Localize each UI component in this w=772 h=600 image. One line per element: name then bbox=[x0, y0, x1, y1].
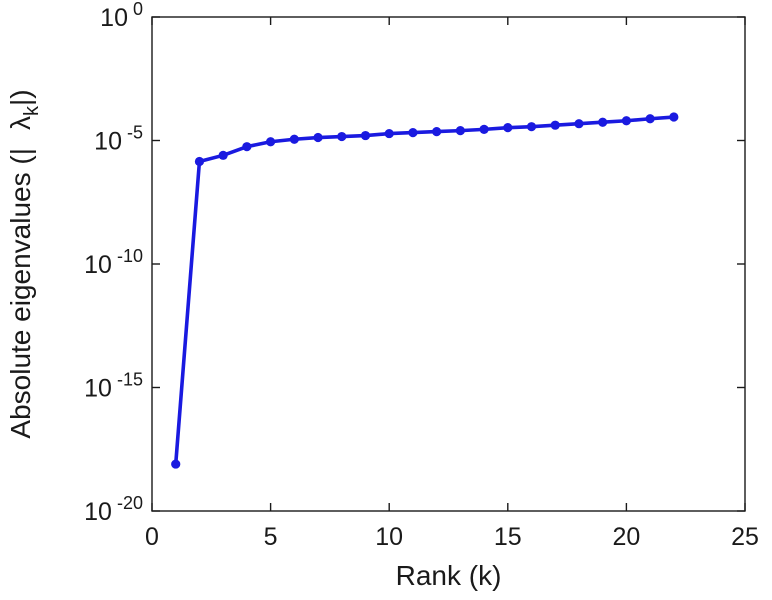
series-marker bbox=[171, 459, 181, 469]
y-tick-label: 10 -10 bbox=[84, 246, 143, 279]
series-marker bbox=[621, 116, 632, 126]
series-marker bbox=[313, 132, 323, 143]
plot-border bbox=[151, 16, 746, 512]
series-marker bbox=[669, 112, 679, 122]
series-marker bbox=[289, 134, 299, 144]
series-marker bbox=[550, 120, 560, 130]
series-marker bbox=[194, 156, 205, 167]
x-tick-label: 20 bbox=[612, 523, 640, 551]
series-marker bbox=[645, 114, 655, 124]
series-marker bbox=[266, 137, 276, 147]
y-axis-label: Absolute eigenvalues (|λk|) bbox=[5, 89, 43, 438]
series-marker bbox=[479, 124, 489, 134]
x-axis-label: Rank (k) bbox=[396, 560, 502, 591]
series-marker bbox=[408, 127, 418, 138]
y-tick-label: 10 -5 bbox=[94, 123, 143, 156]
x-tick-label: 15 bbox=[494, 523, 522, 551]
series-marker bbox=[360, 130, 371, 141]
series-marker bbox=[432, 127, 442, 137]
x-tick-label: 5 bbox=[264, 523, 278, 551]
series-marker bbox=[242, 142, 252, 152]
series-marker bbox=[455, 126, 465, 136]
series-marker bbox=[337, 131, 347, 142]
x-tick-label: 10 bbox=[375, 523, 403, 551]
series-marker bbox=[526, 122, 537, 132]
y-tick-label: 10 0 bbox=[100, 0, 143, 32]
x-tick-label: 0 bbox=[145, 523, 159, 551]
series-marker bbox=[503, 123, 513, 133]
series-line bbox=[173, 115, 676, 466]
series-marker bbox=[384, 128, 394, 139]
series-marker bbox=[598, 117, 608, 127]
y-tick-label: 10 -15 bbox=[84, 370, 143, 403]
x-tick-label: 25 bbox=[731, 523, 759, 551]
y-tick-label: 10 -20 bbox=[84, 493, 143, 526]
series-marker bbox=[218, 150, 228, 160]
series-marker bbox=[574, 119, 584, 129]
